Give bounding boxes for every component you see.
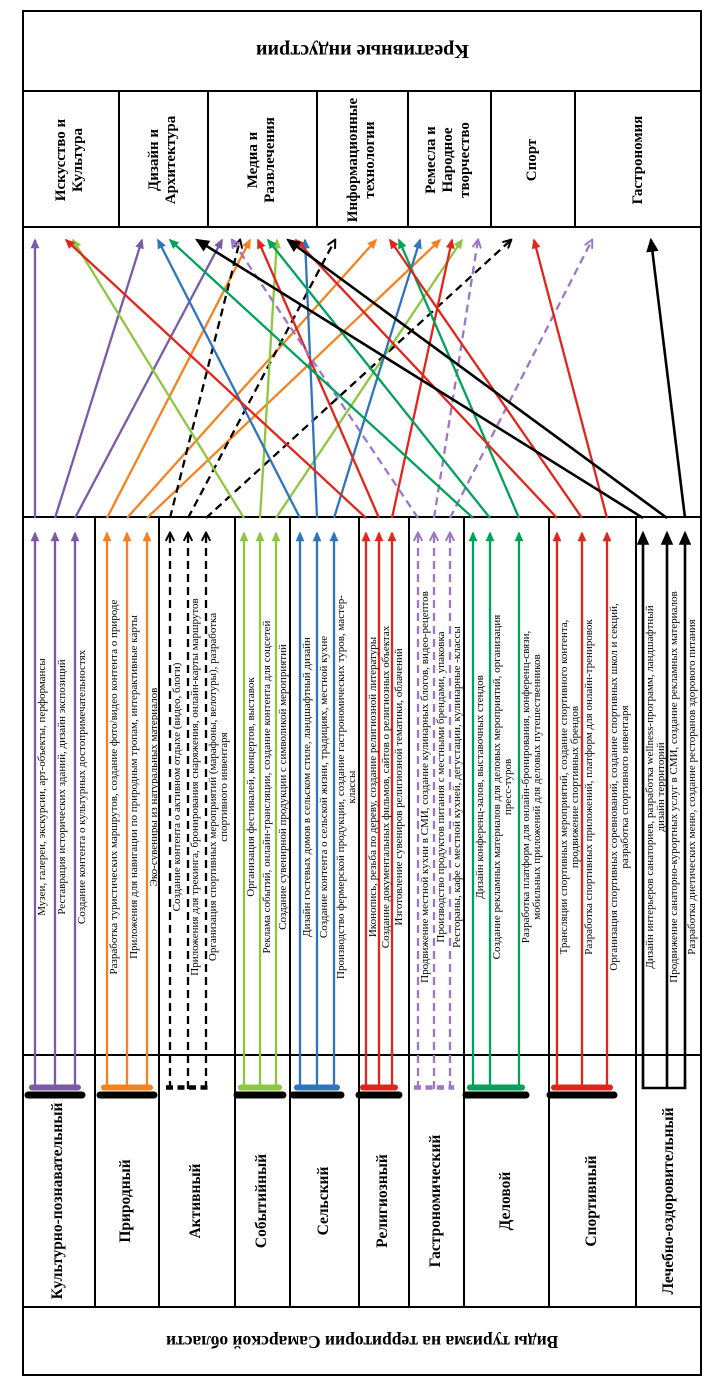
activity-label: Рестораны, кафе с местной кухней, дегуст… <box>450 626 463 948</box>
grid-line <box>94 518 96 1308</box>
activity-label: Музеи, галереи, экскурсии, арт-объекты, … <box>35 658 48 916</box>
activity-label: Разработка туристических маршрутов, созд… <box>107 599 120 975</box>
industry-label: Спорт <box>523 138 540 182</box>
activity-label: Создание рекламных материалов для деловы… <box>490 614 515 960</box>
grid-line <box>548 518 550 1308</box>
activity-label: Разработка спортивных приложений, платфо… <box>582 619 595 955</box>
grid-line <box>207 92 209 228</box>
industry-label: Дизайн и Архитектура <box>145 115 179 205</box>
grid-line <box>22 90 702 92</box>
tourism-type-label: Гастрономический <box>426 1134 444 1268</box>
activity-label: Приложения для навигации по природным тр… <box>127 615 140 959</box>
activity-label: Трансляции спортивных мероприятий, созда… <box>557 619 582 955</box>
activity-label: Дизайн конференц-залов, выставочных стен… <box>473 675 486 899</box>
industry-label: Информационные технологии <box>344 97 378 223</box>
industry-label: Медиа и Развлечения <box>244 117 278 203</box>
activity-label: Дизайн гостевых домов в сельском стиле, … <box>300 637 313 937</box>
industry-label: Искусство и Культура <box>53 118 86 202</box>
grid-line <box>22 1054 702 1056</box>
grid-line <box>490 92 492 228</box>
tourism-type-label: Религиозный <box>374 1154 391 1248</box>
activity-label: Реставрация исторических зданий, дизайн … <box>55 659 68 915</box>
activity-label: Создание контента о сельской жизни, трад… <box>317 635 330 939</box>
grid-line <box>234 518 236 1308</box>
activity-label: Производство фермерской продукции, созда… <box>334 595 359 979</box>
activity-label: Организация спортивных соревнований, соз… <box>607 603 632 971</box>
activity-label: Реклама событий, онлайн-трансляции, созд… <box>260 620 273 954</box>
grid-line <box>574 92 576 228</box>
activity-label: Приложения для трекинга, бронирования сн… <box>188 598 201 976</box>
activity-label: Эко-сувениры из натуральных материалов <box>147 687 160 887</box>
tourism-type-label: Активный <box>187 1163 204 1239</box>
activity-label: Иконопись, резьба по дереву, создание ре… <box>366 636 379 938</box>
activity-label: Разработка платформ для онлайн-бронирова… <box>519 630 544 944</box>
activity-label: Организация фестивалей, концертов, выста… <box>244 677 257 897</box>
activity-label: Разработка диетических меню, создание ре… <box>685 619 698 955</box>
industry-label: Ремесла и Народное творчество <box>423 122 473 198</box>
tourism-type-label: Спортивный <box>582 1155 600 1247</box>
activity-label: Создание контента о культурных достоприм… <box>75 649 88 925</box>
grid-line <box>635 518 637 1308</box>
activity-label: Производство продуктов питания с местным… <box>434 631 447 943</box>
grid-line <box>289 518 291 1308</box>
grid-line <box>22 516 702 518</box>
grid-line <box>22 1306 702 1308</box>
tourism-type-label: Сельский <box>314 1166 332 1236</box>
activity-label: Изготовление сувениров религиозной темат… <box>392 648 405 926</box>
activity-label: Создание сувенирной продукции с символик… <box>276 644 289 930</box>
industry-label: Гастрономия <box>629 115 646 205</box>
activity-label: Создание контента о активном отдыхе (вид… <box>170 662 183 912</box>
activity-label: Создание документальных фильмов, сайтов … <box>379 625 392 949</box>
tourism-type-label: Событийный <box>252 1153 270 1249</box>
activity-label: Продвижение санаторно-курортных услуг в … <box>667 591 680 983</box>
grid-line <box>316 92 318 228</box>
tourism-type-label: Деловой <box>496 1171 514 1231</box>
grid-line <box>22 226 702 228</box>
grid-line <box>463 518 465 1308</box>
tourism-type-label: Культурно-познавательный <box>49 1102 66 1300</box>
grid-line <box>118 92 120 228</box>
tourism-type-label: Лечебно-оздоровительный <box>659 1107 677 1295</box>
activity-label: Организация спортивных мероприятий (мара… <box>206 612 231 962</box>
tourism-type-label: Природный <box>117 1159 134 1243</box>
grid-line <box>408 518 410 1308</box>
activity-label: Дизайн интерьеров санаториев, разработка… <box>643 605 668 969</box>
grid-line <box>407 92 409 228</box>
activity-label: Продвижение местной кухни в СМИ, создани… <box>418 591 431 983</box>
